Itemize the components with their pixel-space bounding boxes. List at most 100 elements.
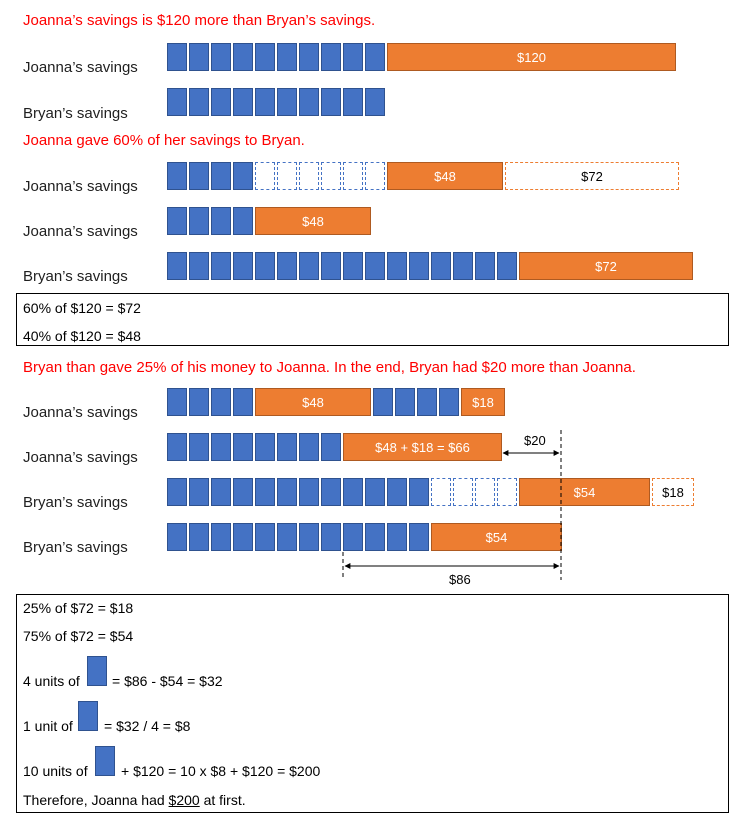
answer-suffix: at first. [203,792,246,808]
bar-joanna-48: $48 [255,388,371,416]
solution-line-4-suffix: = $32 / 4 = $8 [104,718,191,734]
solution-line-2: 75% of $72 = $54 [23,628,134,644]
solution-line-3-suffix: = $86 - $54 = $32 [112,673,223,689]
answer-prefix: Therefore, Joanna had [23,792,165,808]
unit-block [211,252,231,280]
unit-block [189,252,209,280]
unit-block [211,162,231,190]
unit-block [299,88,319,116]
unit-block [365,252,385,280]
heading-section-2: Joanna gave 60% of her savings to Bryan. [23,132,305,149]
unit-block [189,207,209,235]
solution-box [16,594,729,813]
unit-block [167,252,187,280]
bar-received-72: $72 [519,252,693,280]
unit-block [189,433,209,461]
unit-block [299,43,319,71]
unit-block [299,523,319,551]
unit-block [233,523,253,551]
row-label-joanna-3a: Joanna’s savings [23,404,138,421]
unit-block [343,523,363,551]
unit-block [387,523,407,551]
unit-block [299,433,319,461]
unit-block [343,252,363,280]
unit-block [233,43,253,71]
unit-block-icon [95,746,115,776]
solution-line-1: 25% of $72 = $18 [23,600,134,616]
unit-block [255,433,275,461]
unit-block [211,433,231,461]
solution-line-3-prefix: 4 units of [23,673,80,689]
unit-block [321,523,341,551]
row-label-joanna: Joanna’s savings [23,59,138,76]
unit-block [365,478,385,506]
unit-block-dashed [343,162,363,190]
unit-block [211,88,231,116]
unit-block [409,523,429,551]
unit-block [321,433,341,461]
unit-block [189,388,209,416]
row-label-joanna-2b: Joanna’s savings [23,223,138,240]
unit-block [167,388,187,416]
unit-block [255,478,275,506]
bar-joanna-18: $18 [461,388,505,416]
unit-block [373,388,393,416]
unit-block [277,478,297,506]
row-label-bryan: Bryan’s savings [23,105,128,122]
unit-block [277,433,297,461]
unit-block [167,523,187,551]
bar-bryan-final-54: $54 [431,523,562,551]
calc-line-40-percent: 40% of $120 = $48 [23,328,141,344]
unit-block [453,252,473,280]
bar-joanna-66: $48 + $18 = $66 [343,433,502,461]
unit-block [299,478,319,506]
unit-block [409,478,429,506]
unit-block-dashed [255,162,275,190]
unit-block [343,43,363,71]
unit-block [343,478,363,506]
unit-block [233,252,253,280]
unit-block [255,252,275,280]
row-label-bryan-3b: Bryan’s savings [23,539,128,556]
unit-block [233,207,253,235]
unit-block [409,252,429,280]
unit-block [439,388,459,416]
unit-block [299,252,319,280]
unit-block [255,523,275,551]
solution-line-5-prefix: 10 units of [23,763,88,779]
unit-block [321,88,341,116]
unit-block [277,43,297,71]
unit-block [167,88,187,116]
unit-block-dashed [299,162,319,190]
heading-section-3: Bryan than gave 25% of his money to Joan… [23,359,636,376]
unit-block [277,252,297,280]
unit-block [277,523,297,551]
difference-20-label: $20 [524,433,546,448]
row-label-bryan-3a: Bryan’s savings [23,494,128,511]
row-label-bryan-2: Bryan’s savings [23,268,128,285]
unit-block [189,43,209,71]
unit-block [189,162,209,190]
solution-line-5-suffix: + $120 = 10 x $8 + $120 = $200 [121,763,321,779]
unit-block [233,433,253,461]
unit-block [387,252,407,280]
unit-block [233,478,253,506]
unit-block [189,88,209,116]
unit-block-dashed [431,478,451,506]
bar-extra-120: $120 [387,43,676,71]
unit-block [417,388,437,416]
calculation-box-1 [16,293,729,346]
heading-section-1: Joanna’s savings is $120 more than Bryan… [23,12,376,29]
unit-block [365,43,385,71]
unit-block [167,162,187,190]
unit-block [211,388,231,416]
unit-block [395,388,415,416]
unit-block [233,388,253,416]
difference-86-label: $86 [449,572,471,587]
unit-block [255,43,275,71]
unit-block [167,478,187,506]
bar-given-72-dashed: $72 [505,162,679,190]
solution-line-4-prefix: 1 unit of [23,718,73,734]
answer-value: $200 [168,792,200,808]
